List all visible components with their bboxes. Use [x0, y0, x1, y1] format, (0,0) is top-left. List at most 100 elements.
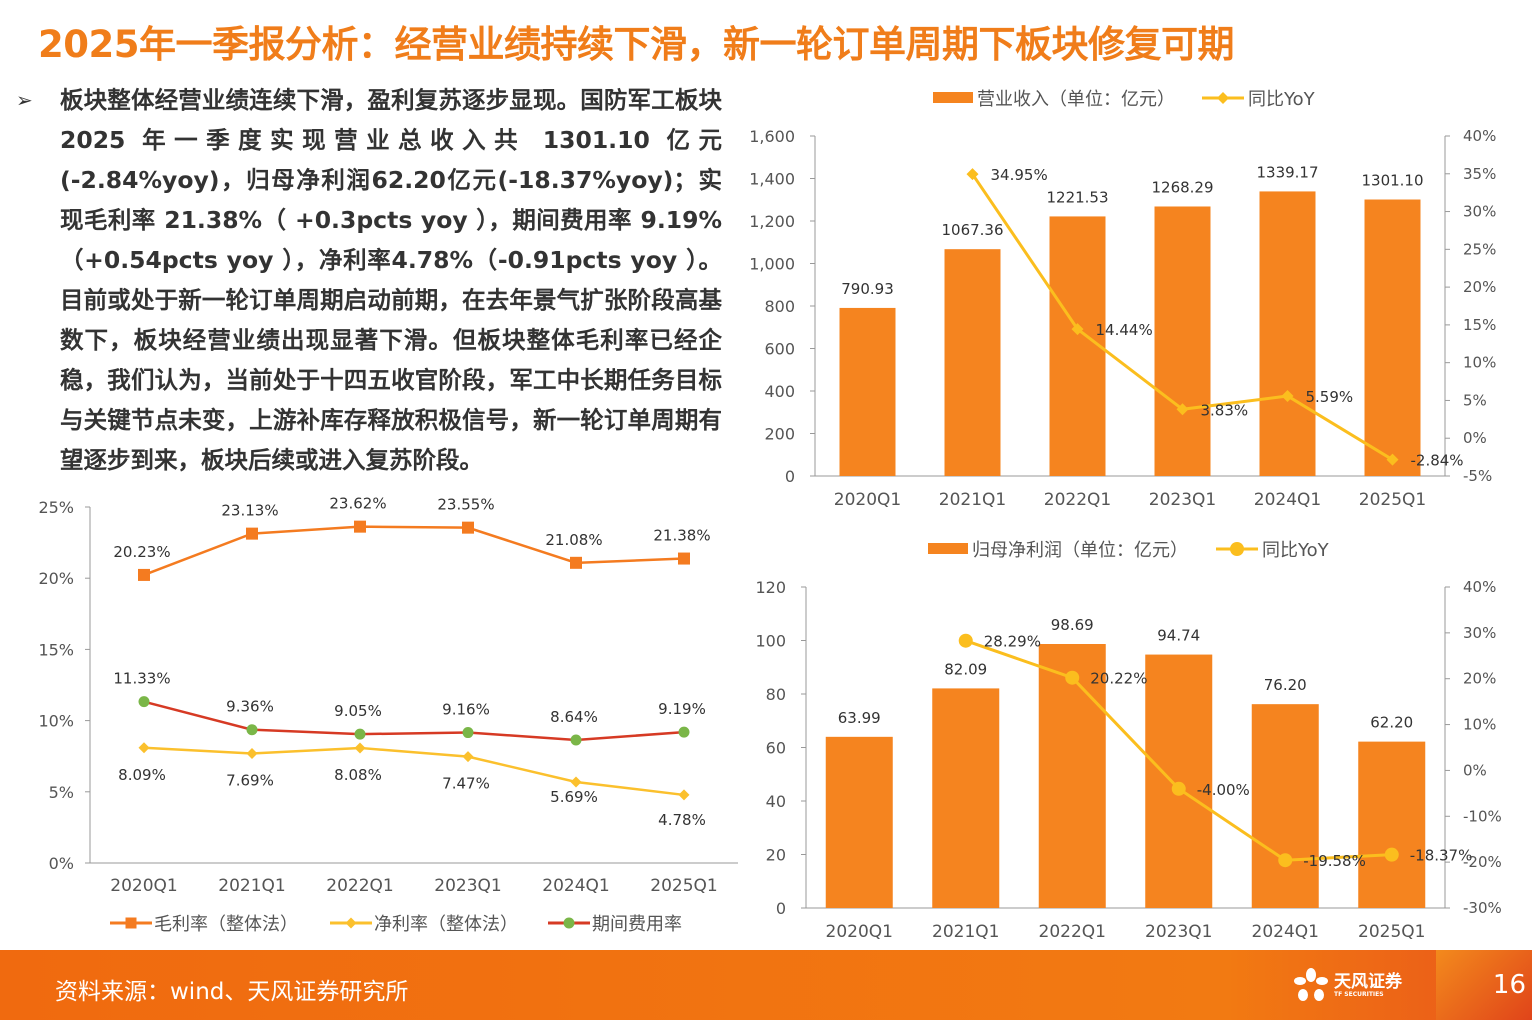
yoy-point [1386, 453, 1399, 466]
bar-data-label: 1221.53 [1046, 188, 1108, 206]
gross-margin-point [138, 568, 150, 581]
y-tick-label-left: 800 [764, 297, 795, 316]
x-tick-label: 2025Q1 [1358, 922, 1425, 942]
x-tick-label: 2020Q1 [110, 876, 177, 896]
bar-data-label: 76.20 [1264, 676, 1307, 694]
y-tick-label-right: 0% [1463, 761, 1487, 779]
expense-ratio-point [570, 734, 582, 746]
x-tick-label: 2023Q1 [434, 876, 501, 896]
expense-ratio-data-label: 9.19% [658, 700, 706, 718]
legend-bar-label: 归母净利润（单位：亿元） [972, 540, 1188, 561]
bar-data-label: 82.09 [944, 660, 987, 678]
legend-label-net-margin: 净利率（整体法） [374, 914, 518, 935]
analysis-paragraph: 板块整体经营业绩连续下滑，盈利复苏逐步显现。国防军工板块 2025 年一季度实现… [60, 86, 722, 474]
x-tick-label: 2021Q1 [218, 876, 285, 896]
net-margin-data-label: 8.09% [118, 766, 166, 784]
y-tick-label-right: 10% [1463, 354, 1496, 372]
x-tick-label: 2021Q1 [939, 490, 1006, 510]
yoy-point [1176, 403, 1189, 416]
y-tick-label: 20% [38, 569, 74, 588]
gross-margin-data-label: 21.08% [545, 531, 602, 549]
net-margin-point [246, 747, 258, 759]
yoy-data-label: -2.84% [1411, 452, 1464, 470]
yoy-data-label: -18.37% [1410, 847, 1473, 865]
bar [1145, 654, 1213, 908]
y-tick-label-left: 100 [755, 632, 786, 651]
legend-marker [1230, 542, 1244, 556]
yoy-data-label: 28.29% [984, 633, 1041, 651]
yoy-data-label: 3.83% [1201, 401, 1249, 419]
y-tick-label-right: -20% [1463, 853, 1502, 871]
gross-margin-data-label: 20.23% [113, 543, 170, 561]
y-tick-label-left: 1,600 [749, 127, 795, 146]
y-tick-label-right: -5% [1463, 467, 1492, 485]
yoy-data-label: 20.22% [1090, 670, 1147, 688]
net-margin-data-label: 7.47% [442, 775, 490, 793]
y-tick-label-right: 5% [1463, 391, 1487, 409]
gross-margin-point [462, 521, 474, 534]
expense-ratio-data-label: 9.16% [442, 701, 490, 719]
y-tick-label-left: 600 [764, 340, 795, 359]
y-tick-label-right: 20% [1463, 670, 1496, 688]
expense-ratio-data-label: 8.64% [550, 708, 598, 726]
legend-marker-expense-ratio [563, 917, 575, 929]
bar-data-label: 1268.29 [1151, 178, 1213, 196]
net-margin-point [354, 742, 366, 754]
legend-label-expense-ratio: 期间费用率 [592, 914, 682, 935]
yoy-point [1171, 781, 1186, 796]
bar [825, 736, 893, 908]
bar [1251, 704, 1319, 908]
legend-line-label: 同比YoY [1262, 540, 1330, 561]
gross-margin-data-label: 23.13% [221, 502, 278, 520]
charts-canvas: 02004006008001,0001,2001,4001,600-5%0%5%… [38, 89, 1502, 942]
expense-ratio-data-label: 11.33% [113, 670, 170, 688]
y-tick-label-right: -10% [1463, 807, 1502, 825]
yoy-data-label: 34.95% [991, 166, 1048, 184]
gross-margin-data-label: 23.62% [329, 495, 386, 513]
net-margin-data-label: 4.78% [658, 811, 706, 829]
footer: 资料来源：wind、天风证券研究所 天风证券 TF SECURITIES 16 [0, 950, 1532, 1020]
yoy-point [958, 633, 973, 648]
expense-ratio-point [138, 696, 150, 708]
legend-bar-swatch [933, 92, 973, 103]
bar [1364, 199, 1421, 477]
gross-margin-point [570, 556, 582, 569]
gross-margin-data-label: 23.55% [437, 496, 494, 514]
y-tick-label-right: 30% [1463, 624, 1496, 642]
bar [944, 249, 1001, 476]
bar-data-label: 98.69 [1051, 616, 1094, 634]
y-tick-label-right: 0% [1463, 429, 1487, 447]
y-tick-label-left: 120 [755, 578, 786, 597]
page-title: 2025年一季报分析：经营业绩持续下滑，新一轮订单周期下板块修复可期 [38, 23, 1234, 66]
y-tick-label-right: 10% [1463, 716, 1496, 734]
y-tick-label-left: 80 [766, 685, 786, 704]
yoy-data-label: -4.00% [1197, 781, 1250, 799]
y-tick-label-right: 40% [1463, 127, 1496, 145]
expense-ratio-point [354, 728, 366, 740]
y-tick-label: 10% [38, 712, 74, 731]
gross-margin-point [246, 527, 258, 540]
x-tick-label: 2025Q1 [650, 876, 717, 896]
y-tick-label-left: 1,000 [749, 255, 795, 274]
y-tick-label-right: 35% [1463, 165, 1496, 183]
expense-ratio-point [246, 724, 258, 736]
y-tick-label-left: 0 [776, 899, 786, 918]
yoy-data-label: -19.58% [1303, 852, 1366, 870]
gross-margin-point [354, 520, 366, 533]
y-tick-label: 5% [49, 783, 74, 802]
x-tick-label: 2022Q1 [326, 876, 393, 896]
y-tick-label-right: 20% [1463, 278, 1496, 296]
y-tick-label-left: 40 [766, 792, 786, 811]
yoy-point [1281, 389, 1294, 402]
y-tick-label-right: -30% [1463, 899, 1502, 917]
y-tick-label-left: 0 [785, 467, 795, 486]
legend-line-label: 同比YoY [1248, 89, 1316, 110]
x-tick-label: 2024Q1 [1252, 922, 1319, 942]
y-tick-label-left: 1,400 [749, 170, 795, 189]
yoy-point [966, 168, 979, 181]
legend-label-gross-margin: 毛利率（整体法） [154, 914, 298, 935]
net-margin-point [678, 789, 690, 801]
yoy-point [1278, 853, 1293, 868]
y-tick-label-left: 200 [764, 425, 795, 444]
x-tick-label: 2025Q1 [1359, 490, 1426, 510]
